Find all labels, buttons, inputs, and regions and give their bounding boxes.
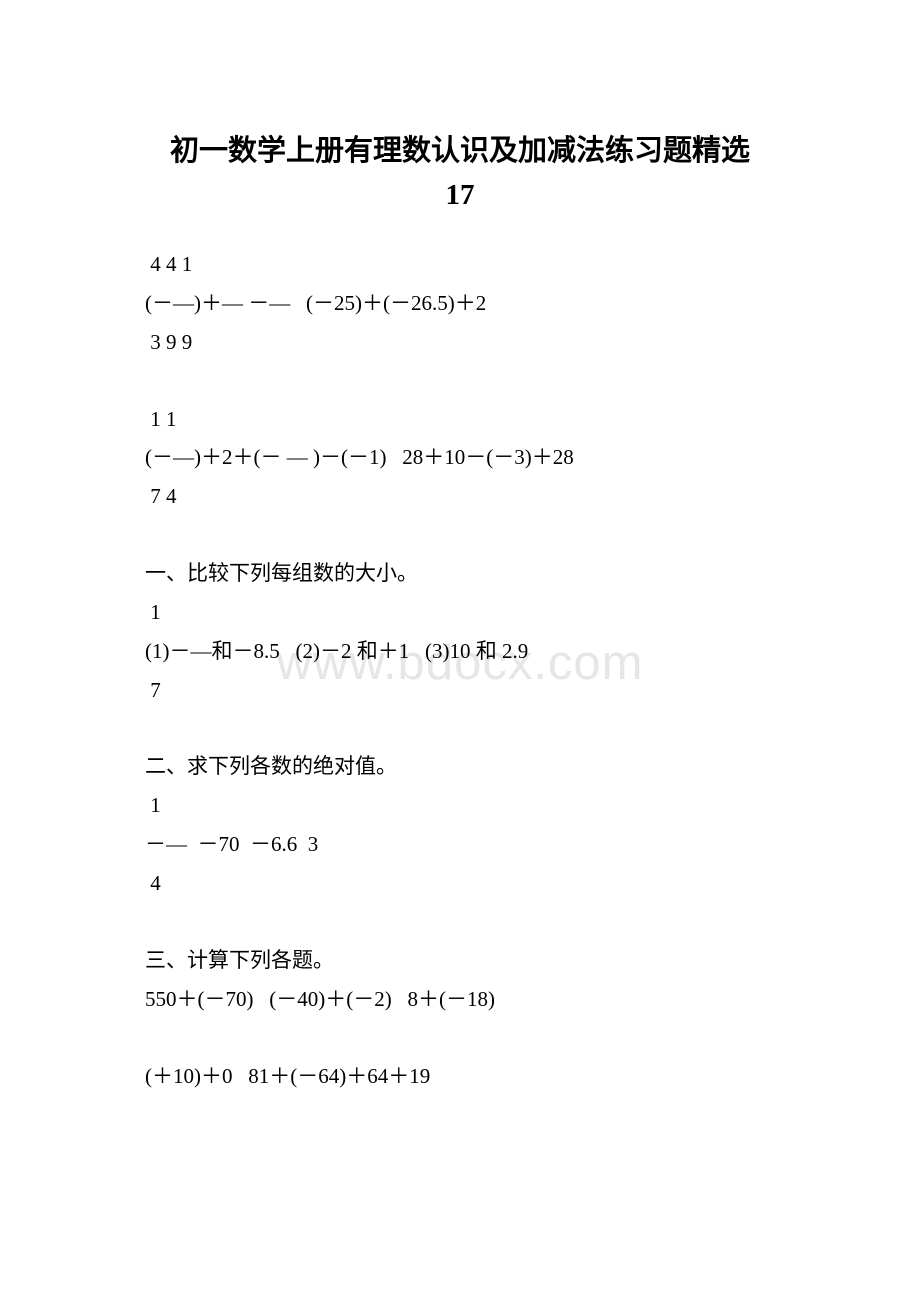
text-line: (1)－—和－8.5 (2)－2 和＋1 (3)10 和 2.9	[145, 632, 775, 671]
text-line: 7	[145, 671, 775, 710]
document-content: 4 4 1 (－—)＋— －— (－25)＋(－26.5)＋2 3 9 9 1 …	[145, 245, 775, 1095]
text-line: 1	[145, 593, 775, 632]
text-line: (－—)＋2＋(－ — )－(－1) 28＋10－(－3)＋28	[145, 438, 775, 477]
text-line: 3 9 9	[145, 323, 775, 362]
problem-block: (＋10)＋0 81＋(－64)＋64＋19	[145, 1057, 775, 1096]
text-line: 1	[145, 786, 775, 825]
section-heading: 二、求下列各数的绝对值。	[145, 747, 775, 786]
text-line: －— －70 －6.6 3	[145, 825, 775, 864]
section-block: 一、比较下列每组数的大小。 1 (1)－—和－8.5 (2)－2 和＋1 (3)…	[145, 554, 775, 709]
document-page: 初一数学上册有理数认识及加减法练习题精选 17 4 4 1 (－—)＋— －— …	[0, 0, 920, 1193]
text-line: (＋10)＋0 81＋(－64)＋64＋19	[145, 1057, 775, 1096]
section-block: 二、求下列各数的绝对值。 1 －— －70 －6.6 3 4	[145, 747, 775, 902]
problem-block: 1 1 (－—)＋2＋(－ — )－(－1) 28＋10－(－3)＋28 7 4	[145, 400, 775, 517]
section-heading: 一、比较下列每组数的大小。	[145, 554, 775, 593]
problem-block: 4 4 1 (－—)＋— －— (－25)＋(－26.5)＋2 3 9 9	[145, 245, 775, 362]
text-line: 4	[145, 864, 775, 903]
text-line: 550＋(－70) (－40)＋(－2) 8＋(－18)	[145, 980, 775, 1019]
title-line-1: 初一数学上册有理数认识及加减法练习题精选	[145, 130, 775, 174]
title-line-2: 17	[145, 174, 775, 218]
text-line: 7 4	[145, 477, 775, 516]
text-line: 1 1	[145, 400, 775, 439]
section-heading: 三、计算下列各题。	[145, 941, 775, 980]
text-line: 4 4 1	[145, 245, 775, 284]
text-line: (－—)＋— －— (－25)＋(－26.5)＋2	[145, 284, 775, 323]
page-title: 初一数学上册有理数认识及加减法练习题精选 17	[145, 130, 775, 217]
section-block: 三、计算下列各题。 550＋(－70) (－40)＋(－2) 8＋(－18)	[145, 941, 775, 1019]
